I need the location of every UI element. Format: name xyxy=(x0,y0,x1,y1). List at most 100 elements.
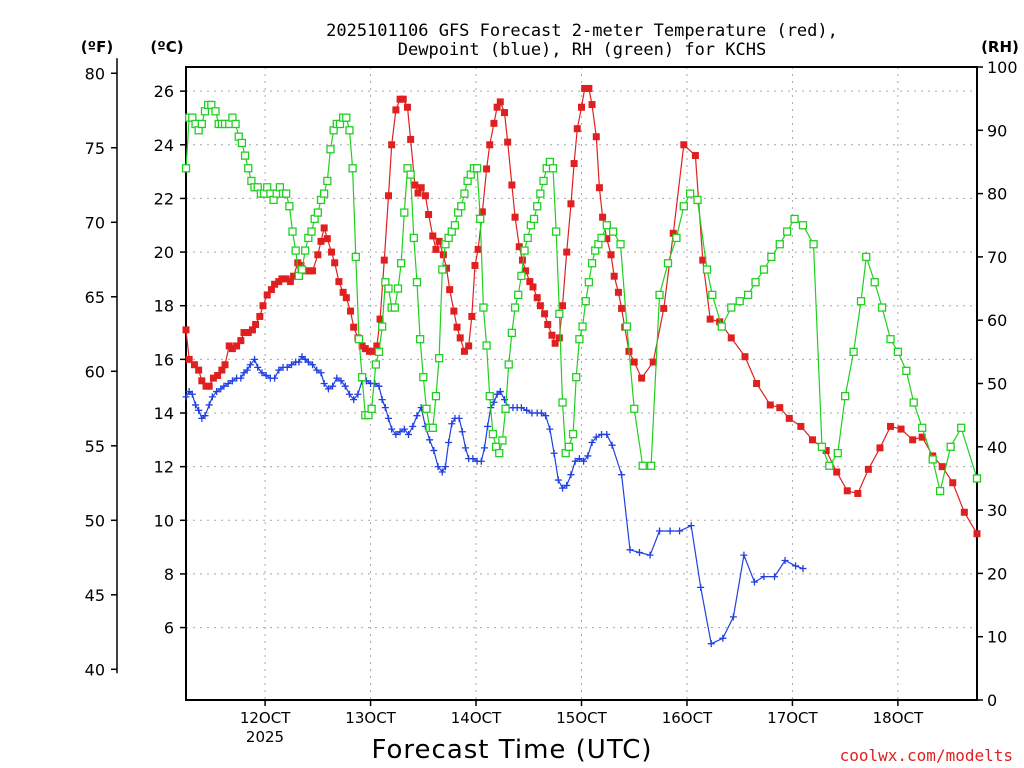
data-point xyxy=(335,278,343,286)
data-point xyxy=(771,573,779,581)
rh-tick-label: 50 xyxy=(987,375,1007,394)
data-point xyxy=(973,530,981,538)
data-point xyxy=(510,303,520,312)
data-point xyxy=(622,322,632,331)
data-point xyxy=(536,302,544,310)
data-point xyxy=(482,341,491,350)
data-point xyxy=(371,360,380,369)
data-point xyxy=(559,484,567,492)
data-point xyxy=(231,119,240,129)
data-point xyxy=(581,297,590,306)
data-point xyxy=(309,267,317,275)
data-point xyxy=(578,103,585,111)
data-point xyxy=(490,398,498,406)
data-point xyxy=(350,323,358,331)
data-point xyxy=(493,103,501,111)
data-point xyxy=(369,347,377,355)
rh-tick-label: 0 xyxy=(987,691,997,710)
data-point xyxy=(751,278,760,287)
x-axis-label: Forecast Time (UTC) xyxy=(371,735,652,765)
data-point xyxy=(957,423,966,432)
data-point xyxy=(477,457,485,465)
data-point xyxy=(361,345,369,353)
x-tick-label: 16OCT xyxy=(662,709,713,727)
data-point xyxy=(843,487,851,495)
data-point xyxy=(599,213,607,221)
data-point xyxy=(735,297,744,306)
data-point xyxy=(708,290,717,300)
data-point xyxy=(946,442,955,451)
data-point xyxy=(431,392,441,401)
data-point xyxy=(455,414,463,422)
data-point xyxy=(258,369,266,377)
data-point xyxy=(392,430,400,438)
data-point xyxy=(759,265,769,274)
data-point xyxy=(706,315,714,323)
data-point xyxy=(893,347,903,357)
data-point xyxy=(376,315,384,323)
data-point xyxy=(646,461,656,470)
data-point xyxy=(592,133,600,141)
data-point xyxy=(699,256,707,264)
data-point xyxy=(324,385,332,393)
data-point xyxy=(707,640,715,648)
celsius-tick-label: 14 xyxy=(154,404,174,423)
axes: 6 8 10 12 14 16 18 20 22 24 26 12OCT 13OCT 14OCT 15OCT… xyxy=(85,58,1018,727)
data-point xyxy=(474,245,482,253)
data-point xyxy=(575,455,583,463)
data-point xyxy=(213,388,221,396)
data-point xyxy=(550,449,558,457)
data-point xyxy=(972,474,982,483)
data-point xyxy=(638,461,647,470)
data-point xyxy=(348,164,357,173)
data-point xyxy=(646,551,654,559)
data-point xyxy=(685,189,695,198)
series-plus xyxy=(182,353,807,648)
fahrenheit-tick-label: 55 xyxy=(85,437,105,456)
data-point xyxy=(741,353,749,361)
data-point xyxy=(799,565,807,573)
data-point xyxy=(375,382,383,390)
data-point xyxy=(323,176,332,186)
data-point xyxy=(775,240,784,249)
data-point xyxy=(555,309,564,319)
data-point xyxy=(275,366,283,374)
data-point xyxy=(341,382,349,390)
data-point xyxy=(411,181,419,189)
data-point xyxy=(626,546,634,554)
data-point xyxy=(301,246,310,255)
data-point xyxy=(304,358,312,366)
data-point xyxy=(409,422,417,430)
data-point xyxy=(887,422,895,430)
data-point xyxy=(205,401,213,409)
data-point xyxy=(429,232,437,240)
data-point xyxy=(669,229,677,237)
data-point xyxy=(902,366,911,375)
data-point xyxy=(727,303,736,312)
data-point xyxy=(849,347,858,357)
data-point xyxy=(554,476,562,484)
data-point xyxy=(337,377,345,385)
data-point xyxy=(333,374,341,382)
x-tick-label: 14OCT xyxy=(451,709,502,727)
data-point xyxy=(567,471,575,479)
data-point xyxy=(378,396,386,404)
data-point xyxy=(441,463,449,471)
data-point xyxy=(542,412,550,420)
data-point xyxy=(523,233,532,243)
data-point xyxy=(472,164,482,173)
data-point xyxy=(392,106,400,114)
data-point xyxy=(480,444,488,452)
data-point xyxy=(567,200,575,208)
data-point xyxy=(870,278,879,287)
data-point xyxy=(271,280,279,288)
data-point xyxy=(350,396,358,404)
data-point xyxy=(960,508,968,516)
data-point xyxy=(198,377,206,385)
data-point xyxy=(529,283,537,291)
data-point xyxy=(432,245,440,253)
data-point xyxy=(295,358,303,366)
data-point xyxy=(188,390,196,398)
data-point xyxy=(380,256,388,264)
data-point xyxy=(949,479,957,487)
